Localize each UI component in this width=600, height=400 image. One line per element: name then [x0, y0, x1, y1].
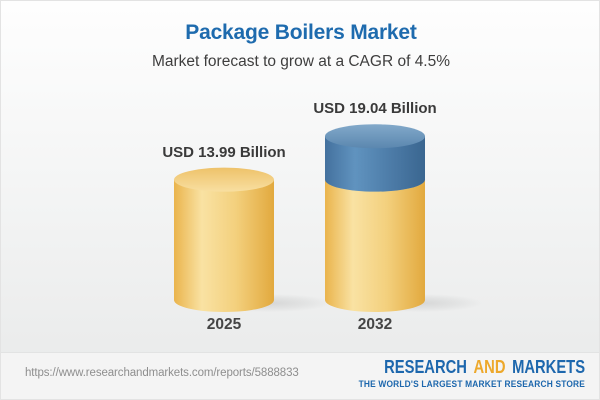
- cylinder-2032-growth-body: [325, 136, 425, 192]
- cylinder-2032-growth-top: [325, 124, 425, 149]
- cylinder-2025-body: [174, 179, 274, 312]
- year-label-2032: 2032: [357, 316, 393, 333]
- logo-tagline: THE WORLD'S LARGEST MARKET RESEARCH STOR…: [358, 379, 585, 389]
- chart-title: Package Boilers Market: [185, 21, 417, 44]
- year-label-2025: 2025: [206, 316, 242, 333]
- cylinder-2025-top: [174, 167, 274, 192]
- value-label-2032: USD 19.04 Billion: [313, 100, 437, 118]
- cylinder-2032-base-body: [325, 179, 425, 312]
- value-label-2025: USD 13.99 Billion: [162, 143, 286, 161]
- research-and-markets-logo: RESEARCH AND MARKETS THE WORLD'S LARGEST…: [340, 357, 585, 389]
- report-url: https://www.researchandmarkets.com/repor…: [25, 367, 299, 379]
- footer: https://www.researchandmarkets.com/repor…: [1, 352, 599, 399]
- logo-word-markets: MARKETS: [512, 357, 585, 377]
- logo-wordmark: RESEARCH AND MARKETS: [384, 357, 585, 378]
- chart-subtitle: Market forecast to grow at a CAGR of 4.5…: [151, 53, 451, 70]
- logo-word-research: RESEARCH: [384, 357, 467, 377]
- logo-word-and: AND: [473, 357, 506, 377]
